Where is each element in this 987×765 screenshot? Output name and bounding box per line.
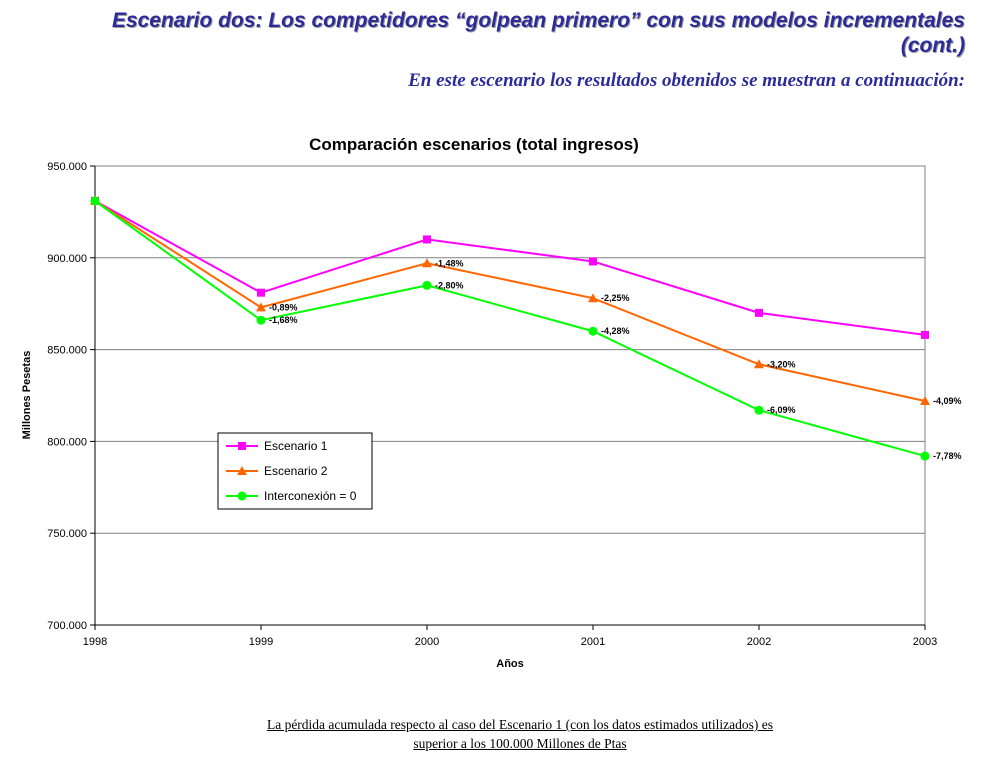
x-tick-label: 1999 xyxy=(249,636,273,648)
x-tick-label: 2002 xyxy=(747,636,771,648)
axes: 700.000 750.000 800.000 850.000 900.000 950.0… xyxy=(47,161,937,648)
x-tick-label: 2003 xyxy=(913,636,937,648)
footnote: La pérdida acumulada respecto al caso de… xyxy=(150,715,890,753)
data-label: -2,80% xyxy=(435,280,464,290)
y-tick-label: 800.000 xyxy=(47,436,87,448)
data-label: -2,25% xyxy=(601,293,630,303)
x-tick-label: 1998 xyxy=(83,636,107,648)
plot-area xyxy=(94,165,926,626)
data-point xyxy=(422,280,432,290)
data-point xyxy=(422,258,432,268)
data-label: -4,28% xyxy=(601,326,630,336)
slide-subtitle: En este escenario los resultados obtenid… xyxy=(408,70,965,91)
legend-marker xyxy=(237,491,247,501)
data-label: -3,20% xyxy=(767,359,796,369)
data-point xyxy=(920,396,930,406)
footnote-line-1: La pérdida acumulada respecto al caso de… xyxy=(266,717,774,732)
x-tick-label: 2000 xyxy=(415,636,439,648)
y-tick-label: 700.000 xyxy=(47,620,87,632)
series-line xyxy=(94,200,926,336)
y-tick-label: 900.000 xyxy=(47,253,87,265)
series-3: -1,68% -2,80% -4,28% -6,09% -7,78% xyxy=(90,196,962,461)
y-axis-label: Millones Pesetas xyxy=(21,351,33,440)
data-point xyxy=(423,235,431,244)
data-label: -4,09% xyxy=(933,396,962,406)
data-point xyxy=(589,257,597,266)
legend-label: Interconexión = 0 xyxy=(264,489,357,503)
x-axis-label: Años xyxy=(496,658,524,670)
data-point xyxy=(754,359,764,369)
revenue-line-chart: Comparación escenarios (total ingresos) … xyxy=(21,135,962,670)
data-point xyxy=(90,196,100,206)
slide-title: Escenario dos: Los competidores “golpean… xyxy=(111,9,965,57)
series-line xyxy=(94,200,926,458)
legend-marker xyxy=(237,466,247,475)
data-point xyxy=(256,302,266,312)
series-line xyxy=(94,200,926,402)
data-point xyxy=(755,308,763,317)
y-tick-label: 950.000 xyxy=(47,161,87,173)
data-point xyxy=(257,288,265,297)
x-tick-label: 2001 xyxy=(581,636,605,648)
legend: Escenario 1 Escenario 2 Interconexión = 0 xyxy=(217,432,373,510)
data-label: -7,78% xyxy=(933,451,962,461)
chart-title: Comparación escenarios (total ingresos) xyxy=(309,135,639,154)
series-2: -0,89% -1,48% -2,25% -3,20% -4,09% xyxy=(90,195,962,406)
y-tick-label: 750.000 xyxy=(47,528,87,540)
data-point xyxy=(588,293,598,303)
y-tick-label: 850.000 xyxy=(47,345,87,357)
data-label: -1,48% xyxy=(435,258,464,268)
data-point xyxy=(754,405,764,415)
data-label: -1,68% xyxy=(269,315,298,325)
data-label: -0,89% xyxy=(269,302,298,312)
data-point xyxy=(921,330,929,339)
footnote-line-2: superior a los 100.000 Millones de Ptas xyxy=(413,736,627,751)
data-point xyxy=(588,326,598,336)
legend-marker xyxy=(238,442,246,450)
legend-label: Escenario 2 xyxy=(264,464,328,478)
data-label: -6,09% xyxy=(767,405,796,415)
data-point xyxy=(256,315,266,325)
series: -0,89% -1,48% -2,25% -3,20% -4,09% -1,68% -2,8… xyxy=(90,195,962,461)
legend-label: Escenario 1 xyxy=(264,439,328,453)
data-point xyxy=(920,451,930,461)
